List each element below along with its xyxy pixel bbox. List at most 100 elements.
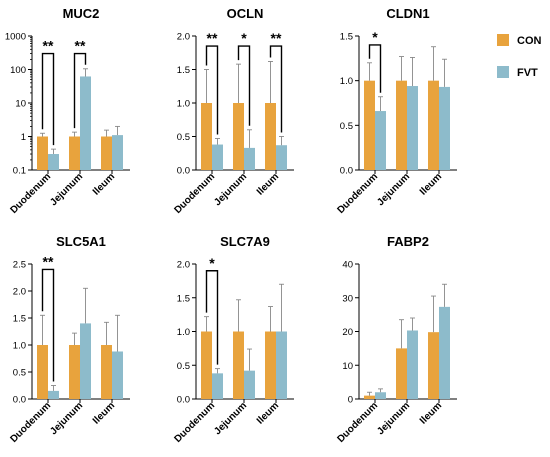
bar-fvt-ileum <box>112 351 123 399</box>
y-tick-label: 0.0 <box>340 166 353 177</box>
x-tick-label: Duodenum <box>172 171 217 216</box>
bar-con-ileum <box>101 136 112 170</box>
y-tick-label: 0.0 <box>177 395 190 406</box>
y-tick-label: 0.5 <box>340 121 353 132</box>
chart-title: MUC2 <box>63 6 100 21</box>
y-tick-label: 20 <box>342 327 353 338</box>
bar-con-ileum <box>428 332 439 399</box>
bar-con-ileum <box>101 345 112 399</box>
x-tick-label: Jejunum <box>48 400 85 437</box>
y-tick-label: 100 <box>10 65 26 76</box>
chart-title: OCLN <box>227 6 264 21</box>
y-tick-label: 10 <box>15 99 26 110</box>
significance-label: * <box>372 29 378 45</box>
significance-bracket <box>269 45 283 133</box>
y-tick-label: 2.0 <box>177 32 190 43</box>
y-tick-label: 0.0 <box>13 395 26 406</box>
y-tick-label: 10 <box>342 361 353 372</box>
bar-con-duodenum <box>201 103 212 170</box>
y-tick-label: 0.0 <box>177 166 190 177</box>
bar-fvt-ileum <box>276 331 287 399</box>
x-tick-label: Ileum <box>91 171 117 197</box>
y-tick-label: 1000 <box>5 32 26 43</box>
bar-con-ileum <box>265 103 276 170</box>
significance-label: ** <box>43 253 54 269</box>
legend-label-fvt: FVT <box>517 67 538 79</box>
x-tick-label: Ileum <box>91 400 117 426</box>
y-tick-label: 0 <box>348 395 353 406</box>
significance-label: ** <box>43 38 54 54</box>
chart-title: FABP2 <box>387 234 429 249</box>
bar-fvt-jejunum <box>80 323 91 399</box>
y-tick-label: 0.5 <box>13 368 26 379</box>
bar-fvt-ileum <box>112 135 123 170</box>
significance-bracket <box>205 45 219 135</box>
x-tick-label: Duodenum <box>172 400 217 445</box>
x-tick-label: Ileum <box>255 400 281 426</box>
y-tick-label: 1.0 <box>340 76 353 87</box>
y-tick-label: 0.5 <box>177 132 190 143</box>
legend-swatch-con <box>497 34 509 46</box>
bar-fvt-duodenum <box>375 111 386 170</box>
significance-label: ** <box>207 30 218 46</box>
bar-con-jejunum <box>69 136 80 170</box>
bar-fvt-jejunum <box>244 370 255 399</box>
bar-con-jejunum <box>396 80 407 170</box>
x-tick-label: Ileum <box>418 171 444 197</box>
significance-bracket <box>41 52 55 146</box>
bar-con-duodenum <box>37 136 48 170</box>
y-tick-label: 1.0 <box>13 341 26 352</box>
bar-con-ileum <box>265 331 276 399</box>
y-tick-label: 2.0 <box>13 287 26 298</box>
legend: CON FVT <box>497 34 542 79</box>
y-tick-label: 1.5 <box>177 293 190 304</box>
chart-title: SLC5A1 <box>56 234 106 249</box>
bar-fvt-duodenum <box>375 392 386 399</box>
bar-fvt-duodenum <box>48 154 59 170</box>
x-tick-label: Duodenum <box>8 400 53 445</box>
y-tick-label: 2.5 <box>13 260 26 271</box>
bar-fvt-jejunum <box>407 330 418 399</box>
significance-label: ** <box>271 30 282 46</box>
bar-fvt-ileum <box>439 306 450 399</box>
y-tick-label: 2.0 <box>177 260 190 271</box>
y-tick-label: 1.0 <box>177 99 190 110</box>
significance-label: ** <box>75 38 86 54</box>
significance-bracket <box>237 45 251 126</box>
significance-bracket <box>41 268 55 382</box>
bar-con-ileum <box>428 80 439 170</box>
x-tick-label: Ileum <box>418 400 444 426</box>
bar-con-jejunum <box>233 331 244 399</box>
y-tick-label: 0.5 <box>177 361 190 372</box>
x-tick-label: Jejunum <box>375 171 412 208</box>
x-tick-label: Jejunum <box>48 171 85 208</box>
bar-fvt-jejunum <box>80 76 91 170</box>
significance-bracket <box>73 52 87 129</box>
x-tick-label: Duodenum <box>8 171 53 216</box>
legend-label-con: CON <box>517 35 542 47</box>
significance-bracket <box>368 44 382 93</box>
chart-title: SLC7A9 <box>220 234 270 249</box>
bar-con-duodenum <box>201 331 212 399</box>
bar-fvt-ileum <box>276 145 287 170</box>
x-tick-label: Duodenum <box>335 171 380 216</box>
x-tick-label: Duodenum <box>335 400 380 445</box>
bar-con-jejunum <box>69 345 80 399</box>
y-tick-label: 30 <box>342 293 353 304</box>
bar-con-duodenum <box>37 345 48 399</box>
bar-fvt-duodenum <box>48 390 59 399</box>
x-tick-label: Jejunum <box>212 400 249 437</box>
bar-fvt-jejunum <box>407 86 418 170</box>
bar-fvt-ileum <box>439 86 450 170</box>
y-tick-label: 1.5 <box>177 65 190 76</box>
significance-bracket <box>205 270 219 365</box>
y-tick-label: 0.1 <box>13 166 26 177</box>
significance-label: * <box>209 255 215 271</box>
chart-title: CLDN1 <box>386 6 429 21</box>
